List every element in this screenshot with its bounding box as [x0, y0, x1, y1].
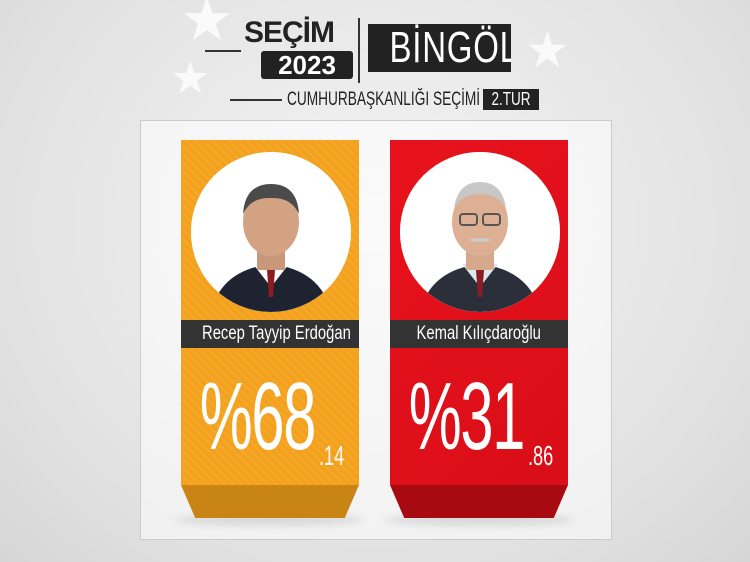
star-decoration: ★ — [180, 0, 234, 53]
candidate-photo — [400, 152, 560, 312]
city-title: BİNGÖL — [368, 24, 511, 72]
candidate-percent-decimal: .14 — [319, 440, 345, 471]
candidate-name: Kemal Kılıçdaroğlu — [390, 320, 568, 348]
star-decoration: ★ — [170, 52, 211, 103]
card-shadow — [175, 515, 365, 525]
star-decoration: ★ — [525, 22, 570, 78]
card-base — [181, 485, 359, 518]
brand-title: SEÇİM — [244, 16, 335, 49]
card-shadow — [384, 515, 574, 525]
candidate-percent: %31 — [408, 363, 526, 470]
brand-year: 2023 — [261, 51, 353, 79]
header-divider — [358, 18, 360, 83]
candidate-name: Recep Tayyip Erdoğan — [181, 320, 359, 348]
candidate-percent: %68 — [199, 363, 317, 470]
election-subtitle: CUMHURBAŞKANLIĞI SEÇİMİ — [287, 89, 481, 110]
round-badge: 2.TUR — [483, 89, 539, 110]
card-base — [390, 485, 568, 518]
candidate-photo — [191, 152, 351, 312]
header-line — [205, 50, 241, 52]
candidate-card-erdogan: Recep Tayyip Erdoğan %68 .14 — [181, 140, 359, 518]
candidate-percent-decimal: .86 — [528, 440, 554, 471]
header-line — [230, 99, 282, 101]
candidate-card-kilicdaroglu: Kemal Kılıçdaroğlu %31 .86 — [390, 140, 568, 518]
